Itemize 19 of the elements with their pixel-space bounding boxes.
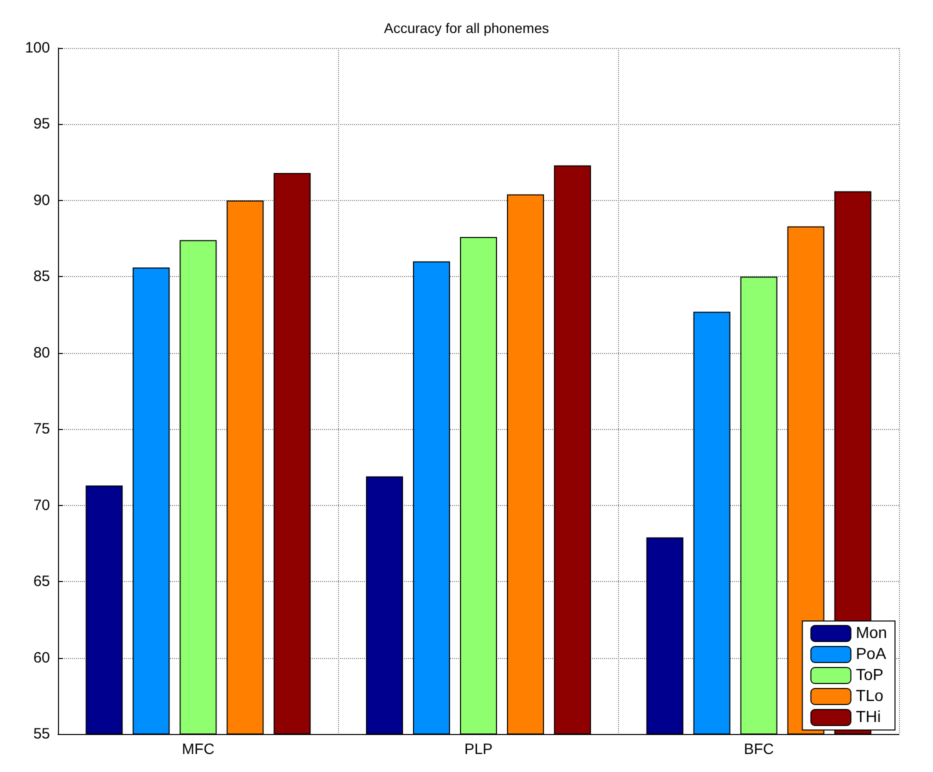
legend-label: TLo bbox=[856, 688, 884, 705]
y-tick-label: 100 bbox=[24, 40, 50, 56]
x-tick-label: MFC bbox=[182, 741, 215, 758]
y-tick-label: 90 bbox=[33, 192, 50, 209]
legend-label: PoA bbox=[856, 646, 886, 663]
x-tick-label: BFC bbox=[744, 741, 774, 758]
x-tick-label: PLP bbox=[464, 741, 493, 758]
chart-title: Accuracy for all phonemes bbox=[384, 20, 549, 36]
y-tick-label: 85 bbox=[33, 268, 50, 286]
y-tick-label: 65 bbox=[33, 573, 50, 590]
legend-label: THi bbox=[856, 709, 881, 726]
legend-label: Mon bbox=[856, 625, 887, 642]
y-tick-label: 55 bbox=[33, 726, 50, 742]
y-tick-label: 80 bbox=[33, 344, 50, 362]
legend-label: ToP bbox=[856, 667, 884, 684]
y-tick-label: 75 bbox=[33, 420, 50, 438]
y-tick-label: 70 bbox=[33, 496, 50, 514]
y-tick-label: 95 bbox=[33, 116, 50, 133]
y-tick-label: 60 bbox=[33, 649, 50, 666]
